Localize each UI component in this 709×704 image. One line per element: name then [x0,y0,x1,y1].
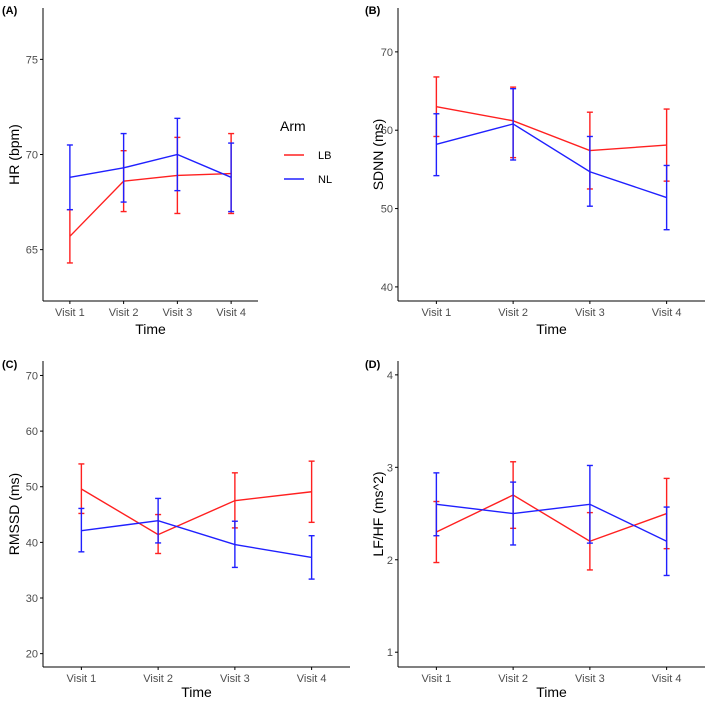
legend-item-lb: LB [284,150,331,162]
panel-label: (D) [365,359,381,371]
panel-label: (A) [2,5,18,17]
y-tick-label: 2 [387,555,393,567]
x-axis-title: Time [181,684,212,700]
series-line-lb [81,488,312,536]
error-bar [78,463,85,515]
legend-title: Arm [280,118,306,134]
x-tick-label: Visit 3 [162,307,192,319]
x-axis-title: Time [536,321,567,337]
legend: Arm LB NL [280,118,332,186]
error-bar [228,142,235,213]
x-tick-label: Visit 2 [109,307,139,319]
x-tick-label: Visit 1 [421,673,451,685]
x-tick-label: Visit 1 [55,307,85,319]
y-tick-label: 75 [26,54,38,66]
y-tick-label: 50 [381,204,393,216]
legend-label: LB [318,150,331,162]
series-nl [433,464,670,577]
series-nl [78,497,315,580]
error-bar [66,144,73,211]
x-tick-label: Visit 1 [421,307,451,319]
x-tick-label: Visit 4 [216,307,246,319]
legend-label: NL [318,174,332,186]
y-axis-title: HR (bpm) [6,124,22,185]
series-lb [66,132,235,264]
x-axis-title: Time [536,684,567,700]
x-tick-label: Visit 1 [66,673,96,685]
panel-d: (D) 1 2 3 4 Visit 1 Visit 2 Visit 3 Visit 4 Time L… [365,359,705,700]
y-tick-label: 60 [26,426,38,438]
panel-b: (B) 40 50 60 70 Visit 1 Visit 2 Visit 3 Visit 4 T… [365,5,705,337]
y-tick-label: 40 [26,537,38,549]
y-tick-label: 1 [387,647,393,659]
series-line-nl [81,519,312,559]
y-tick-label: 20 [26,649,38,661]
y-axis-title: LF/HF (ms^2) [370,471,386,556]
x-tick-label: Visit 2 [498,673,528,685]
series-line-lb [436,494,667,543]
y-tick-label: 65 [26,245,38,257]
panel-c: (C) 20 30 40 50 60 70 Visit 1 Visit 2 Visit 3 Visi… [2,359,350,700]
y-tick-label: 70 [381,47,393,59]
y-axis-title: SDNN (ms) [370,119,386,191]
x-tick-label: Visit 3 [220,673,250,685]
y-tick-label: 4 [387,370,393,382]
x-tick-label: Visit 4 [652,673,682,685]
series-lb [78,460,315,555]
series-line-nl [436,503,667,542]
panel-label: (B) [365,5,381,17]
x-tick-label: Visit 4 [297,673,327,685]
x-tick-label: Visit 3 [575,307,605,319]
legend-item-nl: NL [284,174,332,186]
x-tick-label: Visit 4 [652,307,682,319]
x-tick-label: Visit 3 [575,673,605,685]
series-line-nl [436,123,667,199]
y-tick-label: 70 [26,370,38,382]
error-bar [433,113,440,177]
y-tick-label: 60 [381,125,393,137]
series-line-nl [69,153,232,179]
series-lb [433,461,670,571]
y-tick-label: 30 [26,593,38,605]
series-nl [66,117,235,213]
series-line-lb [69,172,232,237]
panel-label: (C) [2,359,18,371]
y-tick-label: 40 [381,282,393,294]
y-tick-label: 3 [387,462,393,474]
y-tick-label: 70 [26,150,38,162]
x-tick-label: Visit 2 [498,307,528,319]
y-axis-title: RMSSD (ms) [6,473,22,555]
panel-a: (A) 65 70 75 Visit 1 Visit 2 Visit 3 Visit 4 Tim… [2,5,258,337]
x-axis-title: Time [135,321,166,337]
series-nl [433,87,670,231]
y-tick-label: 50 [26,482,38,494]
series-line-lb [436,106,667,152]
series-lb [433,76,670,190]
x-tick-label: Visit 2 [143,673,173,685]
